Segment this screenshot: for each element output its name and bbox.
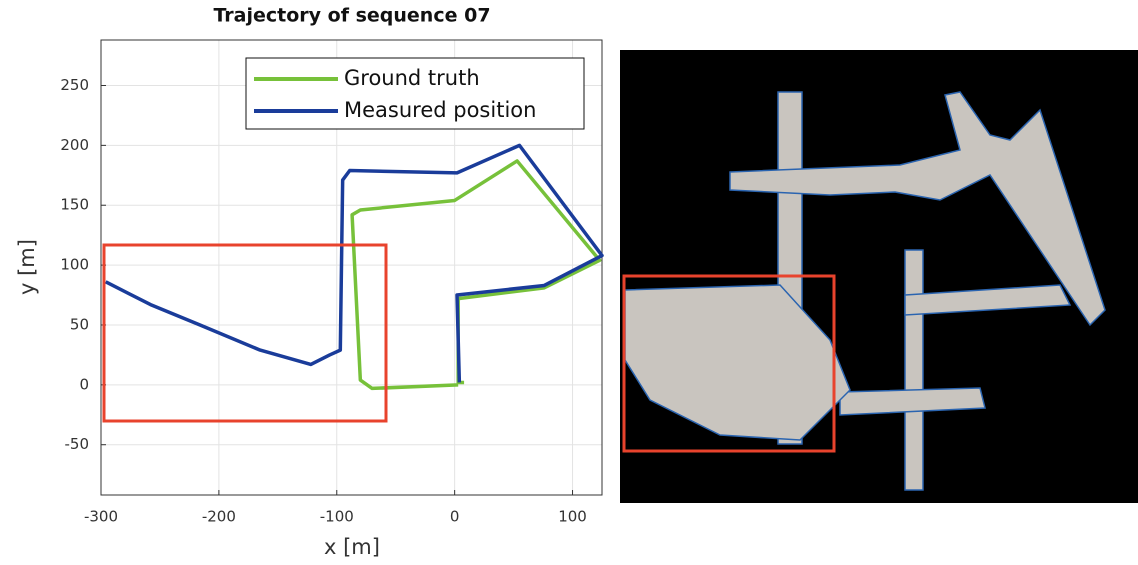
x-tick-label: -200 — [202, 508, 236, 526]
y-tick-label: -50 — [65, 435, 90, 453]
y-tick-label: 50 — [70, 315, 89, 333]
legend: Ground truth Measured position — [246, 58, 584, 129]
chart-title: Trajectory of sequence 07 — [213, 5, 490, 27]
y-tick-label: 150 — [60, 196, 89, 214]
figure: Trajectory of sequence 07 x [m] y [m] -3… — [0, 0, 1138, 565]
x-tick-label: -300 — [84, 508, 118, 526]
x-tick-label: -100 — [320, 508, 354, 526]
x-tick-label: 0 — [450, 508, 460, 526]
plot-area: -300 -200 -100 0 100 -50 0 50 100 150 200 250 Ground… — [60, 40, 602, 526]
y-tick-label: 200 — [60, 136, 89, 154]
y-tick-label: 100 — [60, 256, 89, 274]
x-axis-label: x [m] — [324, 535, 380, 559]
legend-label: Measured position — [344, 98, 536, 122]
y-tick-label: 250 — [60, 76, 89, 94]
x-tick-label: 100 — [558, 508, 587, 526]
y-axis-label: y [m] — [15, 239, 39, 295]
legend-label: Ground truth — [344, 66, 480, 90]
y-tick-label: 0 — [79, 375, 89, 393]
map-image — [620, 50, 1138, 503]
